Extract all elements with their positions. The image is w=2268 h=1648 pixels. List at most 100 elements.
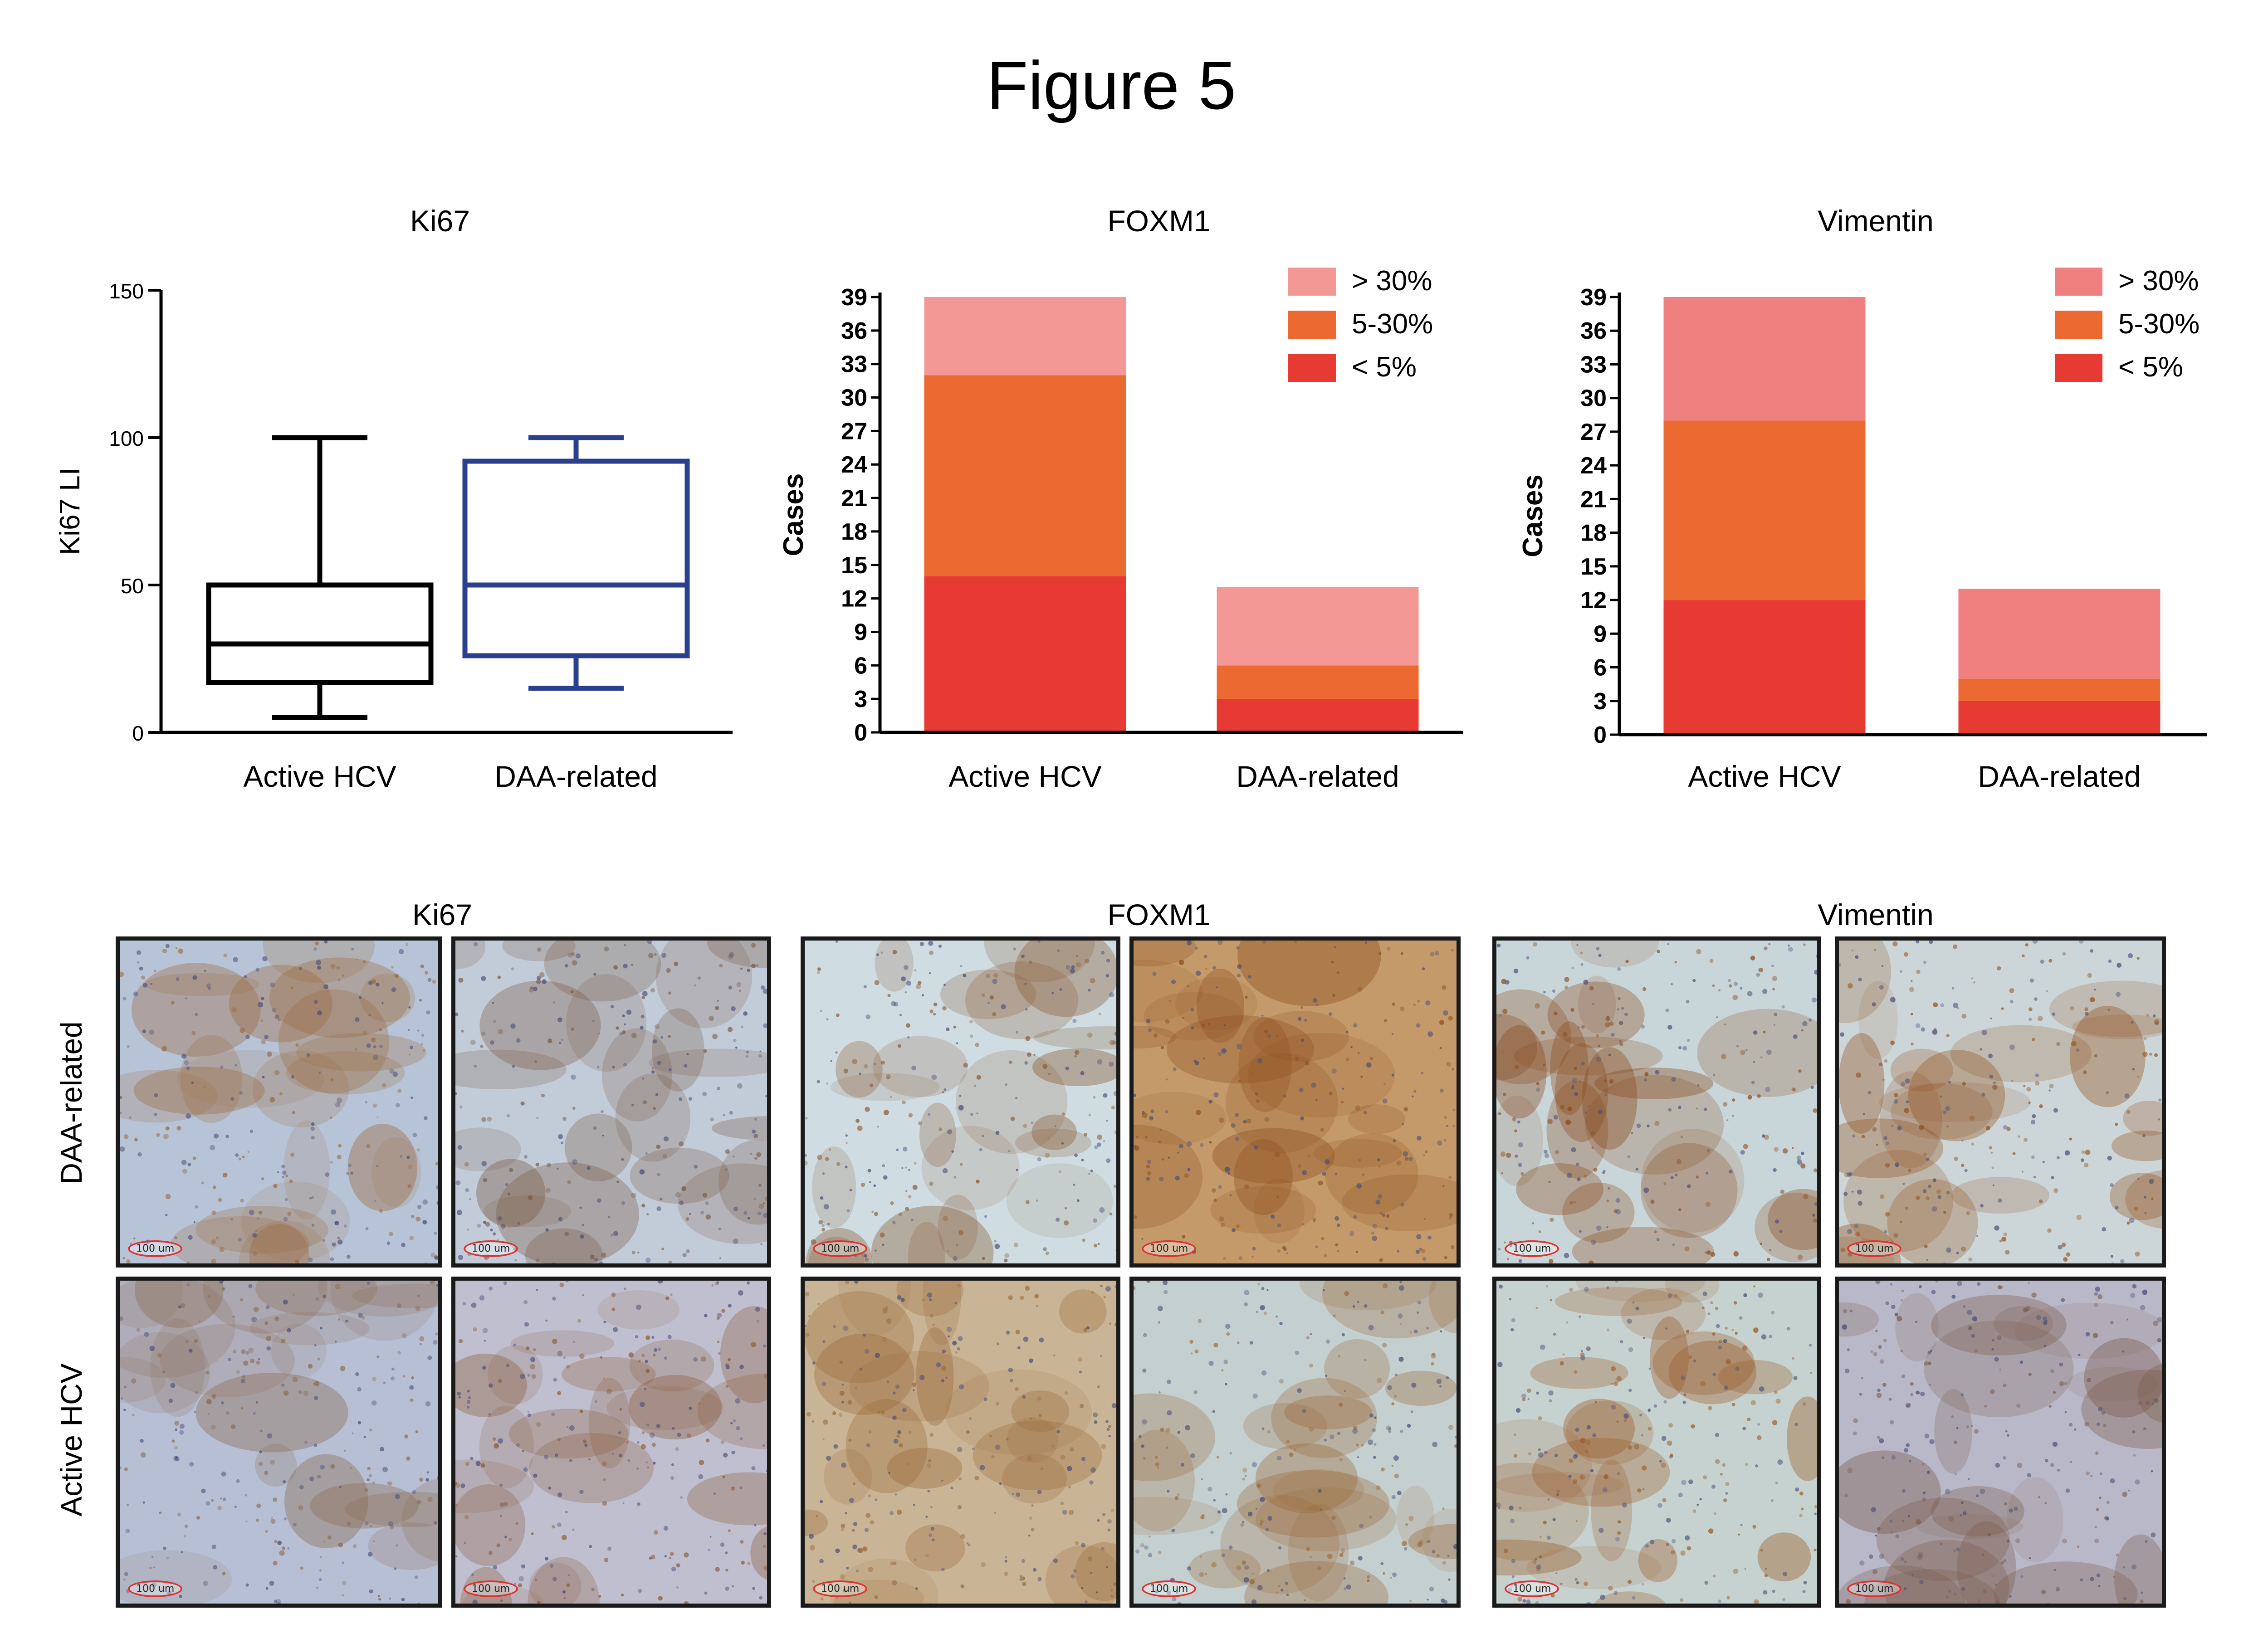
legend-label: < 5% [2118,351,2183,383]
micrograph-column-title: Ki67 [412,898,472,931]
y-axis-label: Ki67 LI [54,468,86,555]
y-tick-label: 6 [1593,655,1607,681]
tissue-image [120,941,438,1263]
scale-bar-label: 100 um [128,1580,183,1597]
micrograph-panel: 100 um [116,936,442,1268]
y-tick-label: 33 [841,351,867,378]
bar-segment [1217,587,1419,666]
y-tick-label: 9 [1593,621,1607,647]
scale-bar-label: 100 um [813,1580,868,1597]
scale-bar-label: 100 um [1142,1580,1197,1597]
y-tick-label: 39 [841,284,867,311]
scale-bar-label: 100 um [464,1580,518,1597]
y-tick-label: 3 [854,686,867,712]
chart-title: FOXM1 [1107,204,1210,238]
tissue-image [1496,1281,1817,1604]
legend-swatch [1288,354,1336,382]
x-tick-label: Active HCV [948,760,1101,793]
y-tick-label: 30 [841,385,867,411]
y-tick-label: 0 [132,722,144,745]
micrograph-panel: 100 um [1129,1277,1461,1608]
x-tick-label: DAA-related [1978,760,2141,793]
y-tick-label: 33 [1580,351,1607,378]
legend-label: < 5% [1352,351,1417,383]
bar-segment [1663,420,1866,600]
y-tick-label: 150 [109,279,144,303]
legend-label: > 30% [2118,265,2199,297]
y-tick-label: 12 [841,586,867,612]
legend-label: 5-30% [2118,308,2200,340]
micrograph-panel: 100 um [451,936,771,1268]
y-tick-label: 27 [841,418,867,444]
y-tick-label: 21 [1580,486,1607,512]
y-axis-label: Cases [778,473,809,556]
micrograph-row-label: DAA-related [54,1021,88,1185]
x-tick-label: DAA-related [494,760,658,793]
bar-segment [1663,600,1866,735]
x-tick-label: Active HCV [1688,760,1841,793]
x-tick-label: DAA-related [1236,760,1399,793]
bar-segment [924,297,1126,375]
y-axis-label: Cases [1517,474,1549,557]
scale-bar-label: 100 um [1505,1240,1559,1257]
y-tick-label: 27 [1580,419,1607,445]
y-tick-label: 9 [854,619,867,645]
legend-label: 5-30% [1352,308,1433,340]
scale-bar-label: 100 um [1847,1580,1902,1597]
scale-bar-label: 100 um [813,1240,868,1257]
legend-swatch [1288,311,1336,339]
legend-label: > 30% [1352,265,1432,297]
tissue-image [805,1281,1116,1604]
ki67-boxplot: Ki67 0 50 100 150 Ki67 LI Active HCV DAA-relate… [54,204,733,793]
figure-title: Figure 5 [987,47,1236,123]
y-tick-label: 50 [121,574,144,598]
micrograph-row-label: Active HCV [54,1363,88,1516]
tissue-image [1496,941,1817,1263]
tissue-image [455,1281,767,1604]
x-tick-label: Active HCV [243,760,396,793]
tissue-image [455,941,767,1263]
tissue-image [805,941,1116,1263]
micrograph-panel: 100 um [1492,1277,1821,1608]
tissue-image [120,1281,438,1604]
micrograph-panel: 100 um [451,1277,771,1608]
micrograph-panel: 100 um [1835,1277,2166,1608]
legend-swatch [2055,268,2102,296]
y-tick-label: 21 [841,485,867,512]
chart-title: Ki67 [410,204,470,238]
bar-segment [1217,665,1419,699]
y-tick-label: 39 [1580,284,1607,311]
bar-segment [1958,678,2160,701]
y-tick-label: 3 [1593,688,1607,715]
bar-segment [1217,699,1419,732]
y-tick-label: 36 [1580,318,1607,344]
y-tick-label: 18 [1580,520,1607,546]
micrograph-panel: 100 um [1492,936,1821,1268]
tissue-image [1134,941,1457,1263]
micrograph-panel: 100 um [801,936,1120,1268]
y-tick-label: 0 [854,720,867,746]
scale-bar-label: 100 um [1847,1240,1902,1257]
micrograph-column-title: FOXM1 [1107,898,1210,931]
legend-swatch [2055,311,2102,339]
bar-segment [924,375,1126,576]
y-tick-label: 18 [841,519,867,545]
bar-segment [1958,589,2160,679]
micrograph-panel: 100 um [801,1277,1120,1608]
micrograph-panel: 100 um [1835,936,2166,1268]
micrograph-labels: Ki67 FOXM1 Vimentin DAA-related Active HCV [54,898,1934,1516]
scale-bar-label: 100 um [128,1240,183,1257]
box-iqr [462,458,690,658]
bar-segment [924,576,1126,732]
y-tick-label: 15 [1580,554,1607,580]
chart-title: Vimentin [1818,204,1934,238]
y-tick-label: 24 [1580,453,1607,479]
tissue-image [1839,941,2162,1263]
scale-bar-label: 100 um [464,1240,518,1257]
y-tick-label: 36 [841,318,867,344]
bar-segment [1958,701,2160,735]
micrograph-panel: 100 um [1129,936,1461,1268]
y-tick-label: 24 [841,452,867,478]
